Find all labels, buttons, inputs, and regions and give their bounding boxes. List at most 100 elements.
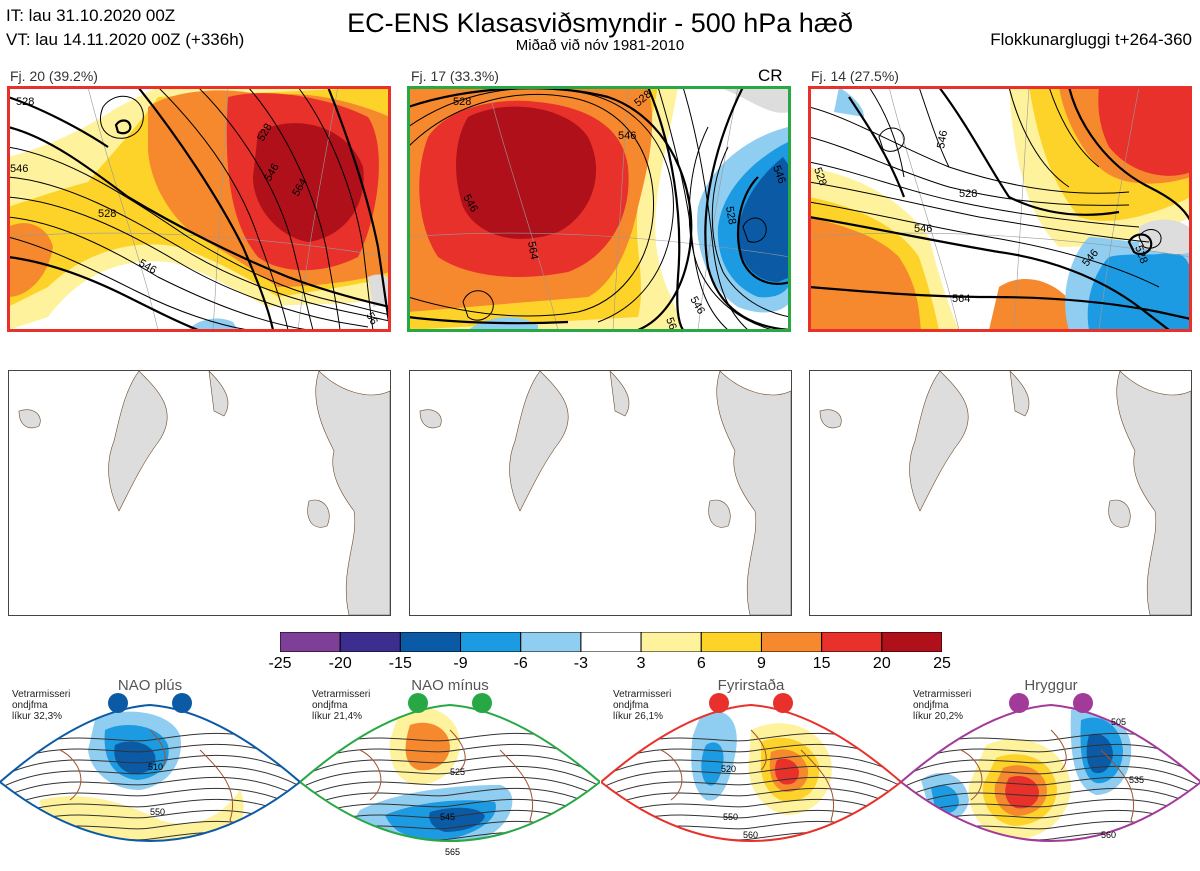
height-contour xyxy=(300,776,600,800)
regime-center-marker xyxy=(1073,693,1093,713)
regime-title: Hryggur xyxy=(1024,677,1078,694)
contour-label: 528 xyxy=(723,205,738,225)
regime-map: 505 535 560 xyxy=(901,693,1200,867)
contour-label: 546 xyxy=(618,130,636,142)
colorbar-segment xyxy=(279,631,341,653)
regime-center-marker xyxy=(108,693,128,713)
contour-label: 564 xyxy=(525,240,540,260)
coastline xyxy=(660,729,882,841)
forecast-times: IT: lau 31.10.2020 00Z VT: lau 14.11.202… xyxy=(6,4,244,52)
regime-probability-info: Vetrarmisseri ondjfma líkur 21,4% xyxy=(312,689,371,722)
colorbar-segment xyxy=(760,631,823,653)
coastline xyxy=(359,729,581,841)
height-contour xyxy=(901,765,1200,789)
contour-label: 546 xyxy=(770,164,788,185)
colorbar-tick-label: 6 xyxy=(696,655,706,672)
regime-probability-info: Vetrarmisseri ondjfma líkur 26,1% xyxy=(613,689,672,722)
regime-title: Fyrirstaða xyxy=(717,677,785,694)
contour-label: 565 xyxy=(445,847,460,857)
height-contour xyxy=(601,765,901,789)
colorbar-tick-label: -15 xyxy=(388,655,412,672)
contour-label: 550 xyxy=(723,812,738,822)
colorbar-tick-label: -3 xyxy=(573,655,589,672)
anomaly-shading xyxy=(114,741,156,775)
base-map-2 xyxy=(409,370,792,616)
colorbar-segment xyxy=(821,631,883,653)
regime-outline xyxy=(901,703,1200,842)
regime-center-marker xyxy=(1009,693,1029,713)
height-contour xyxy=(300,743,600,767)
height-contour xyxy=(0,798,300,822)
regime-probability-info: Vetrarmisseri ondjfma líkur 20,2% xyxy=(913,689,972,722)
regime-center-marker xyxy=(709,693,729,713)
colorbar-segment xyxy=(580,631,642,653)
anomaly-shading xyxy=(405,722,450,771)
regime-map: 510 550 xyxy=(0,693,300,842)
colorbar-segment xyxy=(640,631,702,653)
contour-label: 510 xyxy=(148,762,163,772)
contour-label: 535 xyxy=(1129,775,1144,785)
height-contour xyxy=(0,787,300,811)
contour-label: 546 xyxy=(914,223,932,235)
height-contour xyxy=(300,765,600,789)
height-contour xyxy=(601,743,901,767)
regime-outline xyxy=(601,703,901,842)
colorbar xyxy=(279,631,943,653)
colorbar-segment xyxy=(700,631,762,653)
colorbar-tick-label: 3 xyxy=(636,655,646,672)
height-contour xyxy=(300,754,600,778)
coastline xyxy=(960,729,1182,841)
anomaly-shading xyxy=(701,742,724,786)
contour-label: 528 xyxy=(453,96,471,108)
colorbar-tick-label: -25 xyxy=(268,655,292,672)
colorbar-tick-label: 20 xyxy=(872,655,891,672)
colorbar-tick-label: 25 xyxy=(933,655,951,672)
base-map-3 xyxy=(809,370,1192,616)
contour-label: 505 xyxy=(1111,717,1126,727)
height-contour xyxy=(0,776,300,800)
page-title: EC-ENS Klasasviðsmyndir - 500 hPa hæð xyxy=(347,8,853,38)
regime-outline xyxy=(0,703,300,842)
contour-label: 564 xyxy=(663,316,681,330)
height-contour xyxy=(0,743,300,767)
colorbar-tick-label: -20 xyxy=(328,655,352,672)
valid-time: VT: lau 14.11.2020 00Z (+336h) xyxy=(6,30,245,49)
regime-center-marker xyxy=(408,693,428,713)
contour-label: 528 xyxy=(98,208,116,220)
colorbar-segment xyxy=(460,631,522,653)
regime-outline xyxy=(300,703,600,842)
colorbar-tick-label: 15 xyxy=(812,655,831,672)
height-contour xyxy=(601,754,901,778)
page-subtitle: Miðað við nóv 1981-2010 xyxy=(515,37,685,54)
cluster-1-map: 528 546 564 528 546 546 528 56 xyxy=(8,87,390,330)
contour-label: 564 xyxy=(952,293,970,305)
colorbar-segment xyxy=(339,631,401,653)
regime-map: 525 545 565 xyxy=(300,693,600,857)
contour-label: 550 xyxy=(150,807,165,817)
base-map-1 xyxy=(8,370,391,616)
contour-label: 560 xyxy=(743,830,758,840)
height-contour xyxy=(901,787,1200,811)
colorbar-tick-label: -6 xyxy=(513,655,528,672)
height-contour xyxy=(300,787,600,811)
height-contour xyxy=(300,798,600,822)
anomaly-shading xyxy=(775,758,799,785)
height-contour xyxy=(601,798,901,822)
initial-time: IT: lau 31.10.2020 00Z xyxy=(6,6,176,25)
height-contour xyxy=(901,798,1200,822)
height-contour xyxy=(601,787,901,811)
colorbar-segment xyxy=(881,631,943,653)
contour-label: 56 xyxy=(363,311,380,328)
contour-label: 545 xyxy=(440,812,455,822)
regime-center-marker xyxy=(773,693,793,713)
regime-title: NAO mínus xyxy=(411,677,489,694)
anomaly-shading xyxy=(1011,856,1046,867)
cluster-1-label: Fj. 20 (39.2%) xyxy=(10,68,98,84)
colorbar-tick-label: -9 xyxy=(453,655,468,672)
coastline xyxy=(59,729,281,841)
colorbar-segment xyxy=(399,631,462,653)
cluster-3-label: Fj. 14 (27.5%) xyxy=(811,68,899,84)
height-contour xyxy=(0,765,300,789)
contour-label: 528 xyxy=(16,96,34,108)
regime-center-marker xyxy=(172,693,192,713)
